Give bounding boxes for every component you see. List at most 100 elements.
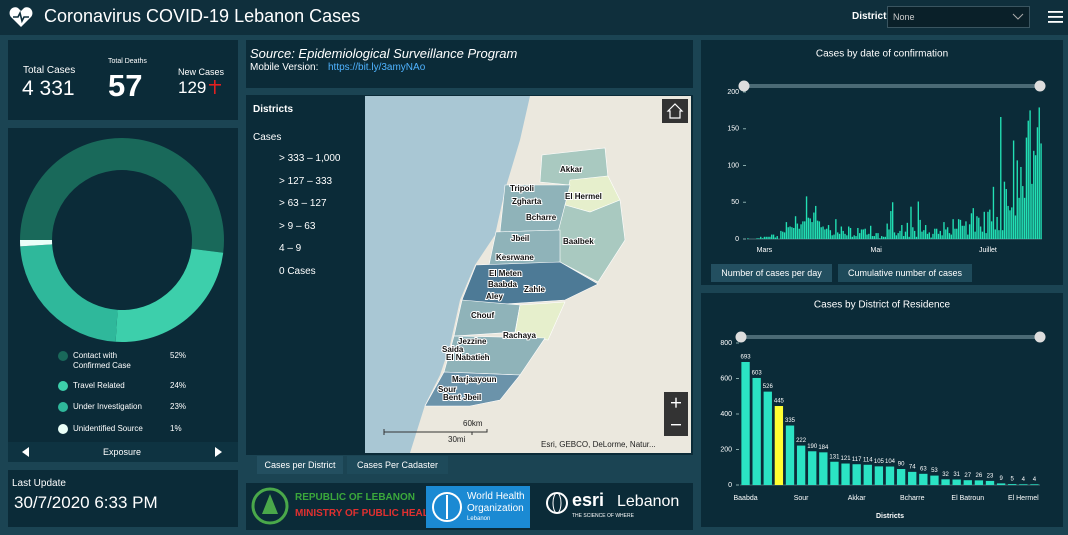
bar-value-label: 32	[942, 472, 949, 478]
district-label: Bcharre	[526, 213, 557, 222]
bar	[809, 218, 811, 239]
bar	[758, 238, 760, 239]
bar	[1033, 150, 1035, 239]
district-area	[453, 299, 521, 337]
esri-tagline: THE SCIENCE OF WHERE	[572, 513, 634, 519]
district-label: Chouf	[471, 311, 494, 320]
district-chart: Cases by District of Residence Districts…	[720, 300, 1046, 520]
bar	[1000, 116, 1002, 239]
who-line1: World Health	[467, 491, 525, 502]
bar	[906, 222, 909, 239]
x-tick-label: Sour	[794, 495, 809, 502]
y-tick-label: 0	[735, 236, 739, 243]
x-tick-label: Akkar	[848, 495, 867, 502]
bar	[789, 226, 791, 239]
map[interactable]: 60km 30mi Esri, GEBCO, DeLorme, Natur...…	[365, 96, 691, 453]
bar	[844, 233, 846, 239]
bar	[952, 479, 961, 485]
scale-km: 60km	[463, 419, 483, 428]
source-panel	[246, 40, 693, 88]
bar-value-label: 693	[741, 355, 752, 361]
x-tick-label: Juillet	[979, 247, 997, 254]
y-tick-label: 200	[727, 89, 739, 96]
bar	[965, 221, 967, 239]
bar	[961, 225, 963, 239]
last-update-value: 30/7/2020 6:33 PM	[14, 493, 158, 512]
home-icon[interactable]	[666, 103, 684, 119]
bar	[818, 221, 821, 239]
next-button[interactable]	[215, 447, 223, 457]
bar	[852, 464, 861, 485]
zoom-in-icon[interactable]	[675, 397, 677, 408]
menu-button[interactable]	[1048, 10, 1063, 24]
bar	[787, 227, 789, 239]
bar	[807, 217, 810, 239]
slider-handle[interactable]	[1034, 80, 1046, 92]
bar	[981, 231, 984, 239]
bar	[855, 236, 857, 239]
slider-handle[interactable]	[738, 80, 750, 92]
district-label: Zgharta	[512, 197, 542, 206]
date-chart: Cases by date of confirmation 0 50 100 150 2…	[727, 49, 1046, 254]
bar	[813, 212, 815, 239]
legend-value: 1%	[170, 424, 182, 433]
bar	[974, 480, 984, 485]
scale-bar	[383, 431, 473, 435]
bar-value-label: 23	[987, 473, 994, 479]
y-tick-label: 0	[728, 482, 732, 489]
bar	[1029, 110, 1031, 239]
bar	[761, 238, 764, 239]
bar	[1034, 155, 1037, 239]
bar	[802, 221, 804, 239]
bar	[926, 233, 929, 239]
bar	[882, 236, 885, 239]
bar	[824, 229, 826, 239]
bar-value-label: 222	[796, 438, 807, 444]
bar	[853, 235, 855, 239]
bar	[890, 211, 892, 239]
district-select-value[interactable]: None	[893, 12, 915, 22]
district-label: Sour	[438, 385, 456, 394]
district-label: El Hermel	[565, 192, 602, 201]
bar	[769, 236, 771, 239]
header-title: Coronavirus COVID-19 Lebanon Cases	[44, 6, 361, 26]
prev-button[interactable]	[22, 447, 30, 457]
bar	[842, 230, 844, 239]
zoom-out-icon[interactable]	[671, 424, 681, 426]
chart-title: Cases by date of confirmation	[816, 49, 948, 60]
date-chart-tab[interactable]: Cumulative number of cases	[838, 264, 972, 282]
date-chart-tab[interactable]: Number of cases per day	[711, 264, 832, 282]
slider-handle[interactable]	[735, 331, 747, 343]
home-button[interactable]	[662, 99, 688, 123]
map-tab[interactable]: Cases Per Cadaster	[347, 456, 448, 474]
slider-handle[interactable]	[1034, 331, 1046, 343]
scale-mi: 30mi	[448, 435, 466, 444]
map-legend-subtitle: Cases	[253, 132, 282, 143]
bar	[819, 452, 828, 485]
bar	[1014, 215, 1017, 239]
district-chart-panel	[701, 293, 1063, 527]
bar	[1001, 230, 1004, 239]
bar	[838, 233, 841, 239]
legend-label: Under Investigation	[73, 402, 142, 411]
bar	[774, 406, 784, 485]
bar	[1009, 210, 1011, 239]
x-axis-title: Districts	[876, 513, 904, 520]
map-tab[interactable]: Cases per District	[257, 456, 343, 474]
bar	[772, 234, 775, 239]
bar	[841, 463, 850, 485]
date-chart-panel	[701, 40, 1063, 285]
bar	[959, 219, 962, 239]
bar-value-label: 4	[1022, 477, 1026, 483]
district-select[interactable]	[887, 6, 1030, 28]
bar	[985, 233, 987, 239]
bar	[1020, 166, 1022, 239]
bar-value-label: 74	[909, 464, 916, 470]
select-arrow[interactable]	[1012, 13, 1024, 21]
bar	[985, 480, 995, 485]
bar	[827, 225, 830, 239]
mobile-link[interactable]: https://bit.ly/3amyNAo	[328, 62, 426, 73]
total-deaths-value: 57	[108, 68, 143, 103]
bar	[970, 213, 973, 239]
bar	[976, 216, 978, 239]
